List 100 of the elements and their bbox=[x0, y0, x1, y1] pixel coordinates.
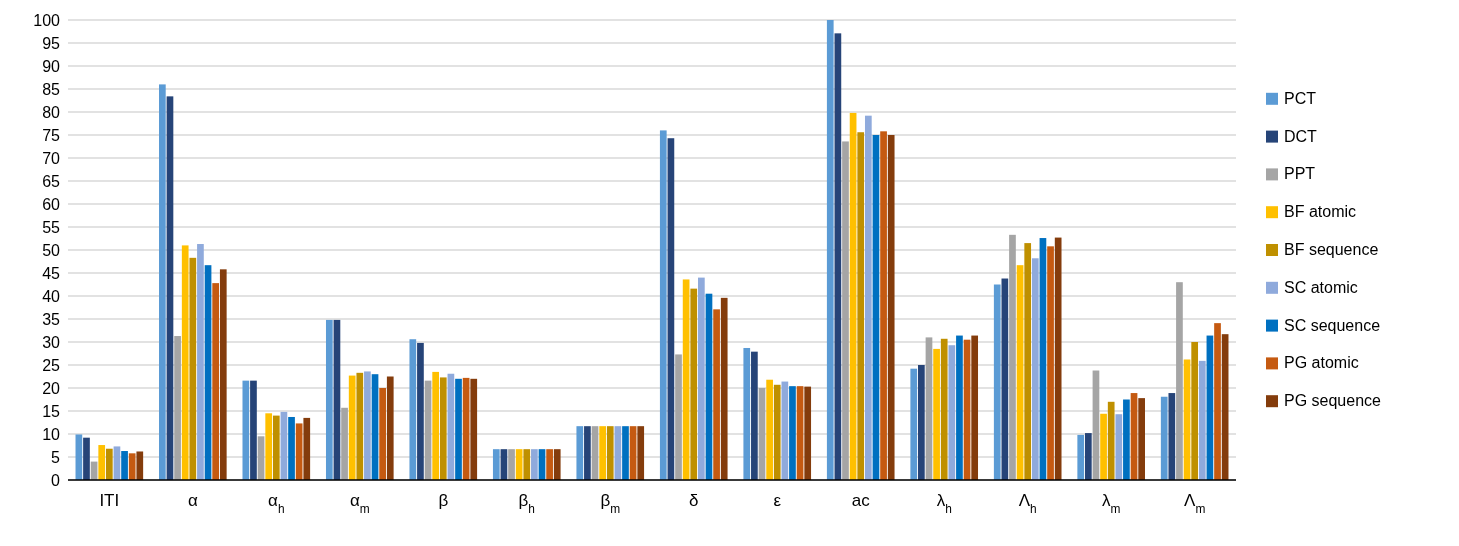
bar bbox=[842, 141, 849, 480]
bar bbox=[599, 426, 606, 480]
bar bbox=[1047, 246, 1054, 480]
bar bbox=[212, 283, 220, 480]
x-tick-label: λ$_{h}$ bbox=[936, 491, 952, 516]
x-tick-label: α$_{m}$ bbox=[349, 491, 370, 516]
y-tick-label: 100 bbox=[33, 11, 61, 29]
bar bbox=[940, 338, 948, 480]
y-tick-label: 65 bbox=[42, 172, 61, 190]
bar bbox=[1001, 278, 1009, 480]
bar bbox=[781, 381, 789, 480]
bar bbox=[531, 449, 538, 480]
bar bbox=[341, 407, 348, 480]
bar bbox=[637, 426, 645, 480]
x-tick-label: α bbox=[187, 491, 198, 510]
bar bbox=[864, 115, 872, 480]
bar bbox=[295, 423, 303, 480]
x-tick-label: δ bbox=[689, 491, 699, 510]
legend-label: PG atomic bbox=[1284, 354, 1359, 372]
bar bbox=[1084, 433, 1092, 480]
bar bbox=[181, 245, 189, 480]
bar bbox=[826, 20, 834, 480]
bar bbox=[455, 378, 462, 480]
bar bbox=[933, 348, 940, 480]
bar bbox=[956, 335, 963, 480]
bar bbox=[379, 388, 386, 480]
bar bbox=[857, 132, 865, 480]
bar bbox=[1198, 360, 1206, 480]
bar bbox=[492, 449, 500, 480]
y-tick-label: 85 bbox=[42, 80, 61, 98]
bar bbox=[174, 336, 181, 480]
bar bbox=[789, 386, 796, 480]
bar bbox=[1123, 399, 1130, 480]
bar bbox=[698, 277, 705, 480]
y-tick-label: 35 bbox=[42, 310, 61, 328]
bar bbox=[159, 84, 166, 480]
bar bbox=[743, 347, 751, 480]
bar bbox=[576, 426, 584, 480]
y-tick-label: 75 bbox=[42, 126, 61, 144]
bar bbox=[584, 426, 591, 480]
bar bbox=[622, 426, 629, 480]
bar bbox=[189, 257, 197, 480]
x-tick-label: Λ$_{m}$ bbox=[1184, 491, 1206, 516]
y-tick-label: 80 bbox=[42, 103, 61, 121]
legend-label: BF sequence bbox=[1284, 241, 1379, 258]
y-tick-label: 70 bbox=[42, 149, 61, 167]
bar bbox=[136, 451, 144, 480]
bar bbox=[766, 379, 773, 480]
y-tick-label: 55 bbox=[42, 218, 61, 236]
x-tick-label: α$_{h}$ bbox=[268, 491, 285, 516]
bar bbox=[470, 378, 478, 480]
y-tick-label: 60 bbox=[42, 195, 61, 213]
bar bbox=[1168, 393, 1176, 480]
bar bbox=[1100, 413, 1107, 480]
bar bbox=[356, 372, 364, 480]
bar bbox=[128, 453, 136, 480]
bar bbox=[508, 449, 515, 480]
bar bbox=[606, 426, 614, 480]
bar bbox=[720, 297, 728, 480]
bar bbox=[1138, 398, 1145, 480]
x-tick-label: β$_{m}$ bbox=[600, 491, 621, 516]
bar bbox=[690, 288, 698, 480]
bar bbox=[773, 384, 781, 480]
x-tick-label: β bbox=[438, 491, 449, 510]
bar bbox=[432, 371, 440, 480]
legend-label: PG sequence bbox=[1284, 392, 1382, 410]
bar bbox=[83, 437, 90, 480]
bar bbox=[288, 416, 295, 480]
y-tick-label: 95 bbox=[42, 34, 61, 52]
legend-label: SC sequence bbox=[1284, 316, 1381, 334]
legend-label: PPT bbox=[1284, 165, 1316, 183]
bar bbox=[880, 131, 887, 480]
bar bbox=[1009, 234, 1016, 480]
x-tick-label: ITI bbox=[99, 491, 120, 510]
bar bbox=[993, 284, 1001, 480]
legend-label: BF atomic bbox=[1284, 203, 1357, 221]
bar bbox=[1191, 342, 1199, 480]
bar bbox=[439, 377, 447, 480]
bar bbox=[1214, 323, 1221, 480]
bar bbox=[219, 269, 227, 480]
legend-label: PCT bbox=[1284, 89, 1317, 107]
bar bbox=[523, 449, 531, 480]
bar bbox=[910, 368, 918, 480]
bar bbox=[325, 319, 333, 480]
y-tick-label: 90 bbox=[42, 57, 61, 75]
bar bbox=[197, 244, 204, 480]
bar bbox=[1077, 434, 1085, 480]
bar bbox=[1115, 414, 1123, 480]
bar bbox=[98, 445, 106, 480]
bar bbox=[1107, 401, 1115, 480]
x-tick-label: ac bbox=[851, 491, 871, 510]
bar bbox=[250, 380, 257, 480]
y-tick-label: 40 bbox=[42, 287, 61, 305]
y-tick-label: 15 bbox=[42, 402, 61, 420]
y-tick-label: 50 bbox=[42, 241, 61, 259]
y-tick-label: 0 bbox=[51, 471, 61, 489]
bar bbox=[409, 339, 417, 480]
bar bbox=[971, 335, 979, 480]
bar bbox=[265, 413, 273, 480]
bar bbox=[751, 351, 758, 480]
